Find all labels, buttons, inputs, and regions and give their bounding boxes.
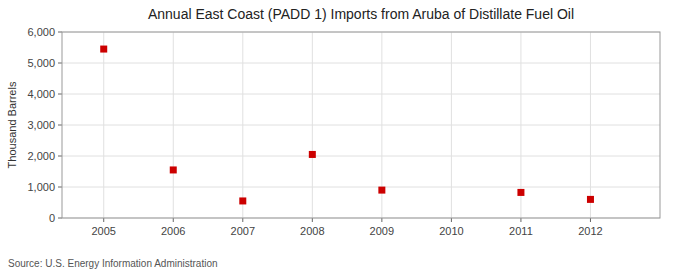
x-tick [590, 218, 591, 222]
x-tick-label: 2005 [91, 225, 115, 237]
y-tick [58, 32, 62, 33]
y-tick [58, 187, 62, 188]
x-grid-line [451, 32, 452, 218]
plot-frame [62, 32, 660, 218]
chart-container: Annual East Coast (PADD 1) Imports from … [0, 0, 675, 275]
y-tick-label: 5,000 [27, 57, 55, 69]
x-tick [381, 218, 382, 222]
x-grid-line [103, 32, 104, 218]
points [100, 46, 594, 205]
source: Source: U.S. Energy Information Administ… [8, 258, 218, 269]
y-tick [58, 125, 62, 126]
x-tick-label: 2012 [578, 225, 602, 237]
y-axis-label: Thousand Barrels [6, 81, 18, 168]
x-tick [520, 218, 521, 222]
y-tick [58, 94, 62, 95]
point [239, 197, 246, 204]
y-tick-label: 3,000 [27, 119, 55, 131]
y-tick-label: 2,000 [27, 150, 55, 162]
y-tick [58, 218, 62, 219]
x-tick [312, 218, 313, 222]
y-tick-label: 0 [49, 212, 55, 224]
x-grid-line [242, 32, 243, 218]
x-tick [103, 218, 104, 222]
chart-svg: Annual East Coast (PADD 1) Imports from … [0, 0, 675, 275]
x-tick-label: 2009 [370, 225, 394, 237]
x-grid-line [312, 32, 313, 218]
point [378, 187, 385, 194]
y-tick [58, 63, 62, 64]
y-grid-line [62, 156, 660, 157]
x-tick-label: 2007 [231, 225, 255, 237]
x-tick-label: 2006 [161, 225, 185, 237]
y-grid-line [62, 125, 660, 126]
point [170, 166, 177, 173]
x-grid-line [590, 32, 591, 218]
y-tick-label: 4,000 [27, 88, 55, 100]
point [587, 196, 594, 203]
x-tick [173, 218, 174, 222]
y-tick [58, 156, 62, 157]
x-tick-label: 2008 [300, 225, 324, 237]
point [100, 46, 107, 53]
grid [62, 32, 660, 218]
point [309, 151, 316, 158]
x-tick-label: 2011 [509, 225, 533, 237]
x-tick [242, 218, 243, 222]
y-tick-label: 6,000 [27, 26, 55, 38]
y-grid-line [62, 63, 660, 64]
x-tick-label: 2010 [439, 225, 463, 237]
y-grid-line [62, 94, 660, 95]
axes: 0 1,000 2,000 3,000 4,000 5,000 6,000 2005 2006 2… [27, 26, 660, 237]
x-tick [451, 218, 452, 222]
point [517, 189, 524, 196]
title: Annual East Coast (PADD 1) Imports from … [148, 6, 574, 22]
y-grid-line [62, 187, 660, 188]
y-tick-label: 1,000 [27, 181, 55, 193]
x-grid-line [173, 32, 174, 218]
